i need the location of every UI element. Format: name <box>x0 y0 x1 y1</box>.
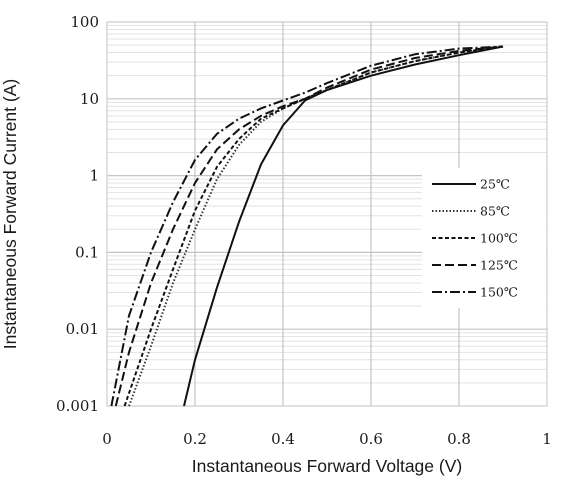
x-tick-labels: 0 0.2 0.4 0.6 0.8 1 <box>102 430 552 448</box>
legend-items: 25℃ 85℃ 100℃ 125℃ 150℃ <box>432 177 518 300</box>
x-tick-label: 1 <box>542 430 552 448</box>
legend-label: 25℃ <box>480 177 510 192</box>
legend-box <box>422 168 546 308</box>
y-tick-label: 0.01 <box>66 320 99 338</box>
y-tick-label: 100 <box>70 13 99 31</box>
x-tick-label: 0 <box>102 430 112 448</box>
y-tick-label: 10 <box>80 90 99 108</box>
legend-label: 85℃ <box>480 204 510 219</box>
series-line <box>183 45 504 407</box>
plot-frame <box>106 21 548 407</box>
x-tick-label: 0.2 <box>183 430 207 448</box>
x-tick-label: 0.4 <box>271 430 295 448</box>
y-axis-title: Instantaneous Forward Current (A) <box>0 79 20 349</box>
series-line <box>110 45 504 407</box>
series-line <box>123 45 504 407</box>
y-tick-label: 0.001 <box>56 397 99 415</box>
x-tick-label: 0.6 <box>359 430 383 448</box>
series-lines <box>110 45 504 407</box>
y-tick-labels: 0.001 0.01 0.1 1 10 100 <box>56 13 99 415</box>
y-tick-label: 0.1 <box>75 243 99 261</box>
y-tick-label: 1 <box>89 167 99 185</box>
series-line <box>128 45 504 407</box>
legend-label: 150℃ <box>480 285 518 300</box>
legend: 25℃ 85℃ 100℃ 125℃ 150℃ <box>422 168 546 308</box>
series-line <box>114 45 504 407</box>
legend-label: 125℃ <box>480 258 518 273</box>
x-axis-title: Instantaneous Forward Voltage (V) <box>192 456 462 476</box>
x-tick-label: 0.8 <box>447 430 471 448</box>
legend-label: 100℃ <box>480 231 518 246</box>
